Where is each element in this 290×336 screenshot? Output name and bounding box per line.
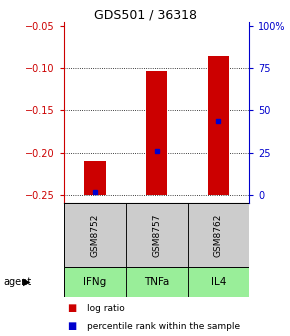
Text: TNFa: TNFa [144, 277, 169, 287]
Text: IL4: IL4 [211, 277, 226, 287]
Bar [64, 203, 126, 267]
Text: IFNg: IFNg [83, 277, 106, 287]
Bar [208, 55, 229, 195]
Text: agent: agent [3, 277, 31, 287]
Bar [188, 203, 249, 267]
Bar [126, 203, 188, 267]
Text: percentile rank within the sample: percentile rank within the sample [87, 322, 240, 331]
Bar [64, 267, 126, 297]
Text: GSM8752: GSM8752 [90, 213, 99, 257]
Text: ■: ■ [67, 303, 76, 313]
Bar [188, 267, 249, 297]
Bar [126, 267, 188, 297]
Text: ■: ■ [67, 321, 76, 331]
Bar [84, 161, 106, 195]
Text: GDS501 / 36318: GDS501 / 36318 [93, 9, 197, 22]
Text: ▶: ▶ [23, 277, 31, 287]
Text: GSM8757: GSM8757 [152, 213, 161, 257]
Text: GSM8762: GSM8762 [214, 213, 223, 257]
Text: log ratio: log ratio [87, 304, 125, 313]
Bar [146, 71, 167, 195]
